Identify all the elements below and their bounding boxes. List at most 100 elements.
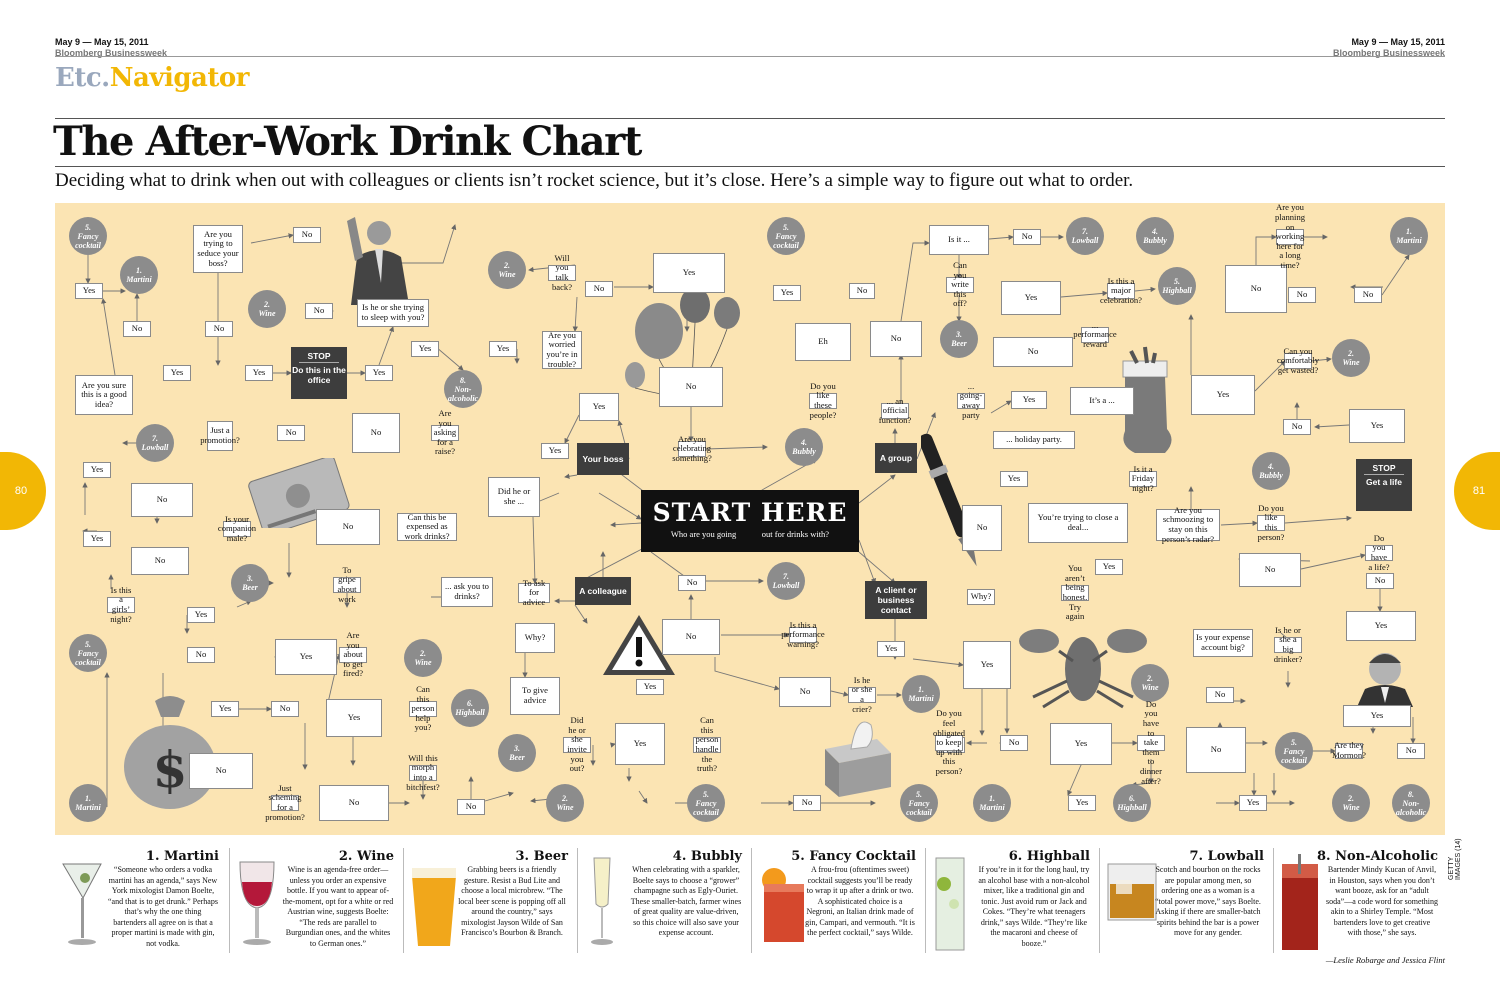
circle-number: 2. (419, 649, 426, 658)
decision-box: No (1239, 553, 1301, 587)
connector-arrow (484, 791, 514, 802)
drink-result-circle: 3. Beer (231, 564, 269, 602)
circle-label: Wine (1342, 358, 1360, 367)
decision-box: Can this be expensed as work drinks? (397, 512, 457, 541)
decision-box: No (793, 795, 821, 811)
circle-number: 8. (1408, 789, 1414, 799)
audience-option: A group (875, 443, 917, 473)
circle-number: 3. (514, 744, 520, 753)
connector-arrow (1381, 254, 1410, 296)
decision-box: Yes (1349, 409, 1405, 443)
decision-box: Do you feel obligated to keep up with th… (933, 708, 965, 776)
connector-arrow (532, 516, 538, 584)
circle-number: 2. (1347, 794, 1354, 803)
legend-text: Wine is an agenda-free order—unless you … (282, 865, 394, 948)
decision-box: Can this person handle the truth? (693, 715, 721, 773)
legend-item: 6. Highball If you’re in it for the long … (925, 848, 1096, 953)
decision-box: No (1225, 265, 1287, 313)
decision-box: You aren’t being honest. Try again (1061, 563, 1089, 622)
connector-arrow (1310, 356, 1332, 363)
drink-result-circle: 7. Lowball (136, 424, 174, 462)
connector-arrow (1300, 553, 1366, 570)
money-bag-icon: $ (124, 696, 216, 809)
legend-heading: 7. Lowball (1189, 849, 1265, 864)
circle-number: 5. (783, 222, 789, 232)
circle-number: 4. (1152, 227, 1158, 236)
decision-box: ... an official function? (878, 395, 912, 425)
drink-result-circle: 4. Bubbly (1252, 452, 1290, 490)
circle-label: Fancy cocktail (1281, 746, 1307, 765)
decision-box: Is this a girls’ night? (107, 585, 135, 623)
page-title: The After-Work Drink Chart (53, 118, 642, 165)
header-date-left: May 9 — May 15, 2011 Bloomberg Businessw… (55, 37, 167, 59)
circle-label: Lowball (772, 581, 800, 590)
drink-legend: 1. Martini “Someone who orders a vodka ma… (55, 848, 1445, 953)
champagne-flute-icon (582, 854, 622, 953)
connector-arrow (574, 604, 588, 624)
decision-box: Yes (83, 531, 111, 547)
decision-box: No (1186, 727, 1246, 773)
circle-label: Martini (1396, 236, 1422, 245)
legend-heading: 2. Wine (338, 849, 394, 864)
start-sub-left: Who are you going (670, 529, 737, 539)
connector-arrow (101, 298, 116, 376)
legend-heading: 3. Beer (515, 849, 568, 864)
start-sub-right: out for drinks with? (761, 529, 830, 539)
circle-label: Fancy cocktail (75, 648, 101, 667)
circle-number: 2. (1146, 674, 1153, 683)
connector-arrow (564, 473, 578, 479)
page-number-left: 80 (0, 452, 46, 530)
decision-box: Yes (1011, 391, 1047, 409)
decision-box: No (319, 785, 389, 821)
decision-box: It’s a ... (1070, 387, 1134, 415)
highball-glass-icon (930, 854, 970, 958)
decision-box: No (993, 337, 1073, 367)
decision-box: No (1206, 687, 1234, 703)
decision-box: No (870, 321, 922, 357)
decision-box: Yes (187, 607, 215, 623)
date-text: May 9 — May 15, 2011 (55, 37, 149, 47)
decision-box: Why? (967, 589, 995, 605)
decision-box: No (1397, 743, 1425, 759)
decision-box: No (293, 227, 321, 243)
decision-box: No (131, 483, 193, 517)
circle-label: Wine (498, 270, 516, 279)
soda-glass-icon (1278, 854, 1322, 958)
circle-number: 5. (916, 789, 922, 799)
decision-box: Are you asking for a raise? (431, 408, 459, 456)
connector-arrow (1255, 234, 1277, 273)
circle-number: 2. (561, 794, 568, 803)
circle-label: Wine (1141, 683, 1159, 692)
decision-box: Yes (615, 723, 665, 765)
circle-label: Non-alcoholic (447, 384, 479, 403)
legend-text: Bartender Mindy Kucan of Anvil, in Houst… (1326, 865, 1438, 937)
circle-label: Non-alcoholic (1395, 798, 1427, 817)
publication-name: Bloomberg Businessweek (55, 48, 168, 58)
decision-box: To ask for advice (518, 578, 550, 607)
lobster-icon (1019, 629, 1147, 709)
circle-number: 7. (1081, 227, 1088, 236)
circle-number: 6. (1129, 794, 1135, 803)
decision-box: Yes (1239, 795, 1267, 811)
decision-box: No (271, 701, 299, 717)
decision-box: Is this a major celebration? (1100, 275, 1142, 305)
drink-result-circle: 5. Fancy cocktail (687, 784, 725, 822)
audience-option: A client or business contact (865, 581, 927, 619)
stocking-icon (1122, 346, 1172, 453)
drink-result-circle: 2. Wine (546, 784, 584, 822)
circle-label: Wine (1342, 803, 1360, 812)
legend-item: 4. Bubbly When celebrating with a sparkle… (577, 848, 748, 953)
legend-item: 3. Beer Grabbing beers is a friendly gest… (403, 848, 574, 953)
circle-label: Highball (455, 708, 485, 717)
connector-arrow (609, 742, 616, 748)
decision-box: ... ask you to drinks? (441, 577, 493, 607)
legend-heading: 8. Non-Alcoholic (1316, 849, 1438, 864)
decision-box: Why? (515, 623, 555, 653)
date-text: May 9 — May 15, 2011 (1351, 37, 1445, 47)
decision-box: Yes (1191, 375, 1255, 415)
connector-arrow (326, 654, 341, 708)
circle-number: 1. (989, 794, 995, 803)
drink-result-circle: 2. Wine (1332, 339, 1370, 377)
header-rule (55, 56, 1445, 57)
start-subtitle: Who are you going out for drinks with? (641, 529, 859, 539)
